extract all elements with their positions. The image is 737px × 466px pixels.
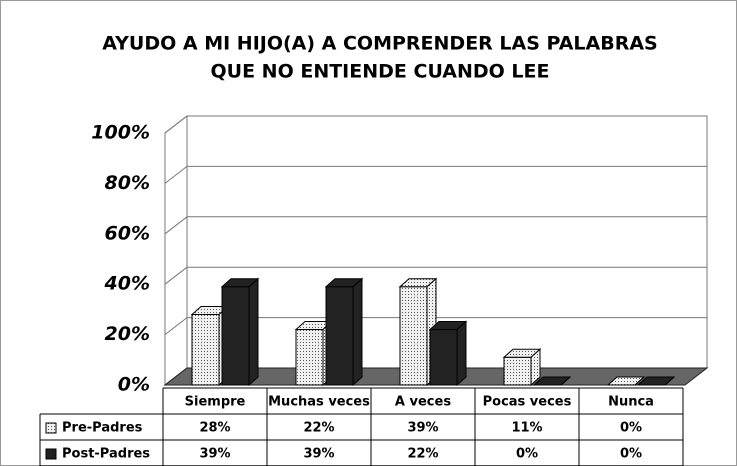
data-label: 28% — [199, 421, 230, 436]
legend-swatch — [45, 422, 57, 434]
x-tick-label: Siempre — [185, 395, 246, 410]
bar-side — [664, 376, 675, 386]
bar — [220, 277, 260, 387]
y-tick-label: 60% — [105, 222, 150, 244]
y-tick-label: 20% — [105, 323, 150, 345]
x-tick-label: Nunca — [608, 395, 654, 410]
legend-swatch — [45, 448, 57, 460]
chart-title: AYUDO A MI HIJO(A) A COMPRENDER LAS PALA… — [102, 33, 657, 55]
data-label: 11% — [511, 421, 542, 436]
y-tick-label: 0% — [118, 374, 150, 396]
data-label: 0% — [620, 447, 642, 462]
x-tick-label: Pocas veces — [483, 395, 572, 410]
grid-line — [164, 216, 188, 235]
bar — [532, 376, 572, 386]
bar-side — [560, 376, 571, 386]
bar-side — [634, 376, 645, 386]
data-label: 39% — [407, 421, 438, 436]
bar — [606, 376, 646, 386]
legend-label: Post-Padres — [62, 447, 150, 462]
data-label: 0% — [516, 447, 538, 462]
bar-front — [399, 286, 428, 386]
data-label: 0% — [620, 421, 642, 436]
side-wall — [164, 114, 188, 387]
bar-side — [352, 277, 363, 387]
bar — [294, 320, 334, 387]
y-tick-label: 40% — [104, 273, 150, 295]
x-tick-label: A veces — [395, 395, 451, 410]
grid-line — [164, 166, 188, 184]
bar — [324, 277, 364, 387]
bar-front — [221, 286, 250, 386]
chart-title: QUE NO ENTIENDE CUANDO LEE — [211, 61, 550, 83]
data-label: 39% — [303, 447, 334, 462]
bar — [502, 348, 542, 387]
bar-front — [429, 329, 458, 386]
bar — [636, 376, 676, 386]
bar-front — [295, 329, 324, 386]
data-label: 22% — [407, 447, 438, 462]
y-tick-label: 100% — [91, 122, 150, 144]
bar — [428, 320, 468, 387]
x-tick-label: Muchas veces — [268, 395, 370, 410]
bar-side — [530, 348, 541, 387]
bar-front — [325, 286, 354, 386]
bar-front — [191, 313, 220, 386]
data-label: 39% — [199, 447, 230, 462]
grid-line — [164, 266, 188, 285]
bar-side — [456, 320, 467, 387]
legend-label: Pre-Padres — [62, 421, 143, 436]
grid-line — [164, 115, 188, 134]
bar-front — [503, 356, 532, 386]
data-label: 22% — [303, 421, 334, 436]
bar-side — [248, 277, 259, 387]
y-tick-label: 80% — [105, 172, 150, 194]
grid-line — [164, 317, 188, 335]
